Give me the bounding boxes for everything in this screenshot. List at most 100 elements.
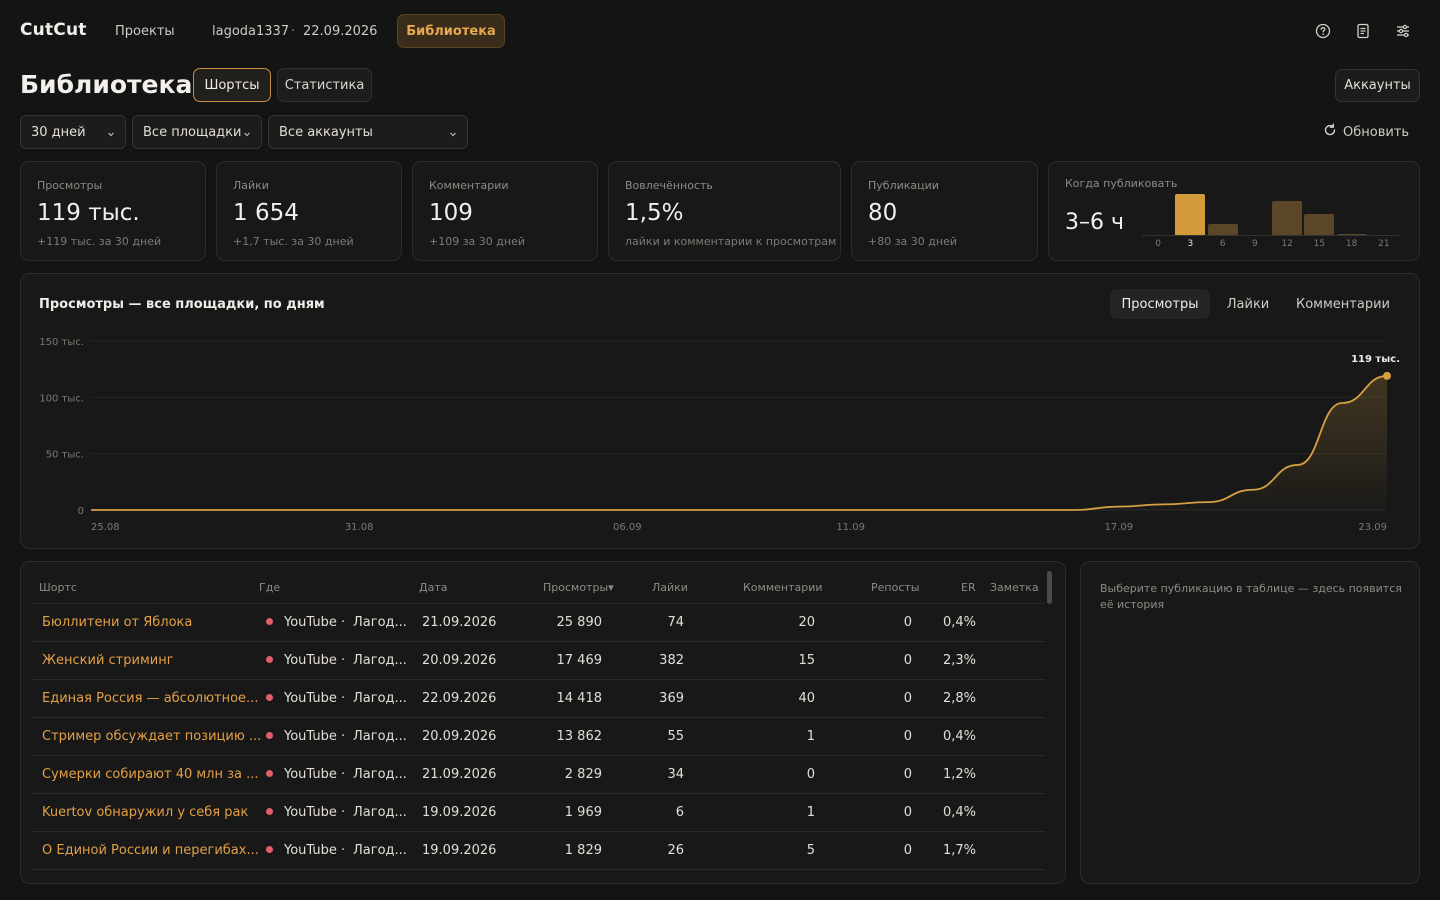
app-logo[interactable]: CutCut bbox=[20, 20, 87, 40]
tab-statistics[interactable]: Статистика bbox=[277, 68, 372, 102]
stat-value: 1,5% bbox=[625, 200, 684, 226]
row-account: Лагод... bbox=[353, 767, 407, 782]
row-likes: 55 bbox=[667, 729, 684, 744]
account-select[interactable]: Все аккаунты bbox=[268, 115, 468, 149]
header-col-shorts[interactable]: Шортс bbox=[39, 581, 77, 594]
header-col-where[interactable]: Где bbox=[259, 581, 281, 594]
row-divider bbox=[31, 869, 1045, 870]
row-er: 0,4% bbox=[943, 805, 977, 820]
row-account: Лагод... bbox=[353, 653, 407, 668]
hour-bar bbox=[1207, 224, 1238, 236]
row-er: 1,2% bbox=[943, 767, 977, 782]
chart-tab-views[interactable]: Просмотры bbox=[1110, 289, 1210, 319]
row-separator: · bbox=[341, 729, 346, 744]
row-title[interactable]: Стример обсуждает позицию ... bbox=[42, 729, 262, 744]
row-separator: · bbox=[341, 691, 346, 706]
nav-date: 22.09.2026 bbox=[303, 24, 378, 39]
row-er: 2,8% bbox=[943, 691, 977, 706]
stat-card-comments: Комментарии 109 +109 за 30 дней bbox=[412, 161, 598, 261]
row-comments: 0 bbox=[806, 767, 815, 782]
row-title[interactable]: Бюллитени от Яблока bbox=[42, 615, 193, 630]
hour-bar bbox=[1272, 201, 1303, 236]
row-reposts: 0 bbox=[903, 615, 912, 630]
refresh-button[interactable]: Обновить bbox=[1323, 123, 1409, 141]
row-date: 21.09.2026 bbox=[422, 615, 497, 630]
row-comments: 40 bbox=[798, 691, 815, 706]
row-account: Лагод... bbox=[353, 691, 407, 706]
row-likes: 6 bbox=[675, 805, 684, 820]
settings-sliders-icon[interactable] bbox=[1394, 22, 1412, 40]
row-er: 1,7% bbox=[943, 843, 977, 858]
row-account: Лагод... bbox=[353, 805, 407, 820]
stat-label: Просмотры bbox=[37, 179, 103, 192]
row-title[interactable]: Женский стриминг bbox=[42, 653, 174, 668]
hour-bar bbox=[1175, 194, 1206, 236]
row-views: 2 829 bbox=[564, 767, 602, 782]
y-tick-label: 50 тыс. bbox=[46, 450, 84, 461]
row-views: 13 862 bbox=[556, 729, 603, 744]
row-title[interactable]: Kuertov обнаружил у себя рак bbox=[42, 805, 249, 820]
header-col-likes[interactable]: Лайки bbox=[652, 581, 688, 594]
header-col-reposts[interactable]: Репосты bbox=[871, 581, 920, 594]
platform-select[interactable]: Все площадки bbox=[132, 115, 262, 149]
table-scrollbar[interactable] bbox=[1047, 571, 1052, 604]
accounts-button[interactable]: Аккаунты bbox=[1335, 69, 1420, 102]
chevron-down-icon bbox=[449, 127, 457, 142]
row-views: 17 469 bbox=[556, 653, 603, 668]
row-separator: · bbox=[341, 653, 346, 668]
chart-tab-likes[interactable]: Лайки bbox=[1226, 296, 1270, 312]
tab-shorts[interactable]: Шортсы bbox=[193, 68, 271, 102]
row-separator: · bbox=[341, 615, 346, 630]
row-comments: 1 bbox=[806, 805, 815, 820]
youtube-platform-dot-icon bbox=[266, 770, 273, 777]
stat-card-when-to-post: Когда публиковать 3–6 ч 0 3 6 9 12 15 18 21 bbox=[1048, 161, 1420, 261]
stat-value: 1 654 bbox=[233, 200, 299, 226]
x-tick-label: 23.09 bbox=[1358, 522, 1387, 533]
hour-tick-label: 21 bbox=[1378, 239, 1390, 249]
row-date: 20.09.2026 bbox=[422, 653, 497, 668]
refresh-label: Обновить bbox=[1343, 124, 1410, 140]
row-views: 14 418 bbox=[556, 691, 603, 706]
header-col-comments[interactable]: Комментарии bbox=[743, 581, 823, 594]
row-platform: YouTube bbox=[284, 615, 337, 630]
row-platform: YouTube bbox=[284, 805, 337, 820]
header-col-er[interactable]: ER bbox=[961, 581, 976, 594]
nav-projects[interactable]: Проекты bbox=[115, 24, 175, 39]
stat-sub: лайки и комментарии к просмотрам bbox=[625, 235, 837, 248]
hour-tick-label: 6 bbox=[1219, 239, 1226, 249]
row-reposts: 0 bbox=[903, 805, 912, 820]
row-comments: 15 bbox=[798, 653, 815, 668]
help-icon[interactable] bbox=[1314, 22, 1332, 40]
chart-tab-comments[interactable]: Комментарии bbox=[1296, 296, 1390, 312]
row-divider bbox=[31, 641, 1045, 642]
row-platform: YouTube bbox=[284, 843, 337, 858]
row-views: 25 890 bbox=[556, 615, 603, 630]
refresh-icon bbox=[1323, 123, 1337, 141]
nav-user[interactable]: lagoda1337 bbox=[212, 24, 290, 39]
row-comments: 5 bbox=[806, 843, 815, 858]
header-col-views[interactable]: Просмотры▾ bbox=[543, 581, 614, 594]
nav-library[interactable]: Библиотека bbox=[397, 14, 505, 48]
page-title: Библиотека bbox=[20, 70, 193, 99]
stat-sub: +119 тыс. за 30 дней bbox=[37, 235, 162, 248]
row-title[interactable]: О Единой России и перегибах... bbox=[42, 843, 259, 858]
period-select[interactable]: 30 дней bbox=[20, 115, 126, 149]
stat-card-likes: Лайки 1 654 +1,7 тыс. за 30 дней bbox=[216, 161, 402, 261]
row-divider bbox=[31, 679, 1045, 680]
header-col-note[interactable]: Заметка bbox=[990, 581, 1039, 594]
header-col-date[interactable]: Дата bbox=[419, 581, 448, 594]
stat-sub: +80 за 30 дней bbox=[868, 235, 958, 248]
x-tick-label: 06.09 bbox=[613, 522, 642, 533]
row-likes: 382 bbox=[659, 653, 684, 668]
document-icon[interactable] bbox=[1354, 22, 1372, 40]
stat-value: 119 тыс. bbox=[37, 200, 140, 226]
stat-card-publications: Публикации 80 +80 за 30 дней bbox=[851, 161, 1038, 261]
row-reposts: 0 bbox=[903, 843, 912, 858]
chart-title: Просмотры — все площадки, по дням bbox=[39, 297, 325, 312]
row-divider bbox=[31, 717, 1045, 718]
history-panel bbox=[1080, 561, 1420, 884]
stat-label: Когда публиковать bbox=[1065, 177, 1178, 190]
row-date: 21.09.2026 bbox=[422, 767, 497, 782]
row-title[interactable]: Единая Россия — абсолютное... bbox=[42, 691, 259, 706]
row-title[interactable]: Сумерки собирают 40 млн за ... bbox=[42, 767, 259, 782]
